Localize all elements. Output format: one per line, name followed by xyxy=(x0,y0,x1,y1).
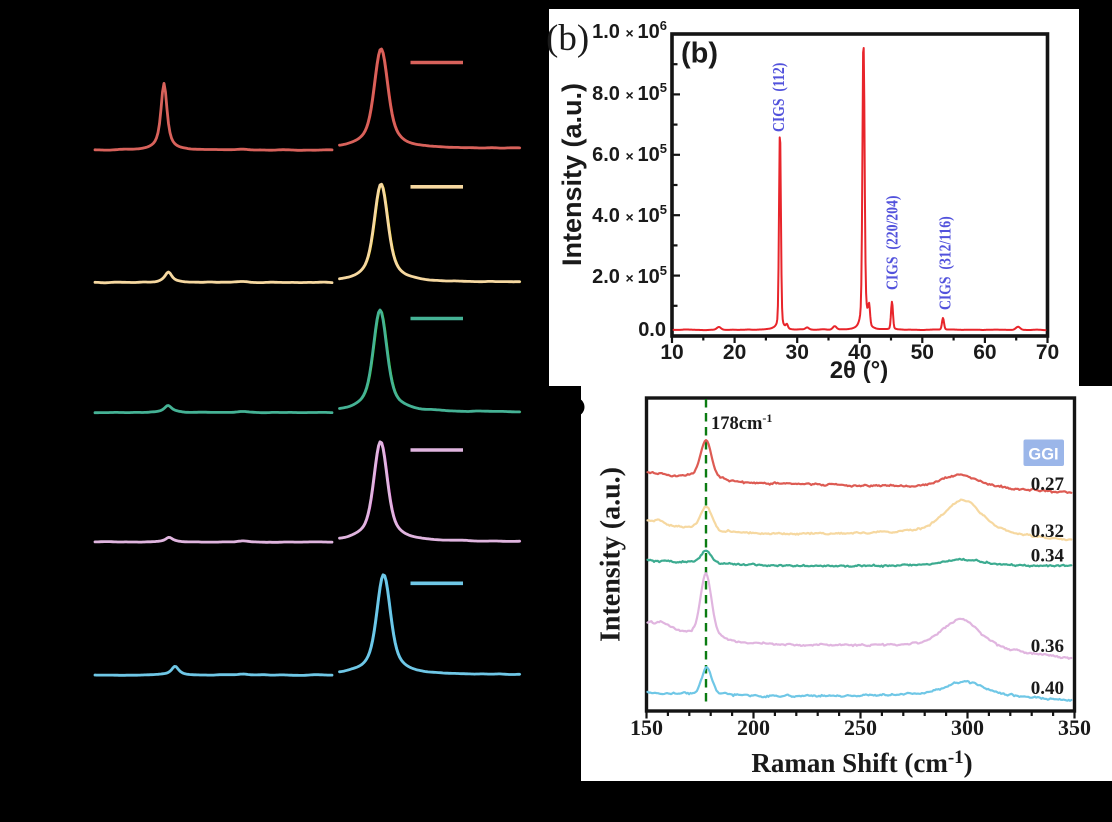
svg-text:40: 40 xyxy=(848,341,871,364)
svg-text:1.0 × 106: 1.0 × 106 xyxy=(592,18,667,43)
svg-text:CIGS (112): CIGS (112) xyxy=(770,63,788,132)
svg-text:0.0: 0.0 xyxy=(638,319,666,341)
svg-text:350: 350 xyxy=(1058,715,1091,740)
svg-text:178cm-1: 178cm-1 xyxy=(711,411,772,434)
svg-text:200: 200 xyxy=(737,715,770,740)
svg-text:(b): (b) xyxy=(546,18,589,59)
svg-text:2.0 × 105: 2.0 × 105 xyxy=(592,263,667,288)
svg-text:4.0 × 105: 4.0 × 105 xyxy=(592,202,667,227)
svg-text:300: 300 xyxy=(951,715,984,740)
svg-text:CIGS (312/116): CIGS (312/116) xyxy=(936,216,954,310)
svg-text:10: 10 xyxy=(660,341,683,364)
svg-text:CIGS (220/204): CIGS (220/204) xyxy=(883,196,901,290)
svg-text:Intensity (a.u.): Intensity (a.u.) xyxy=(557,83,587,266)
svg-text:0.27: 0.27 xyxy=(1031,474,1065,495)
svg-text:GGI: GGI xyxy=(1028,446,1058,464)
svg-text:30: 30 xyxy=(786,341,809,364)
svg-text:Intensity (a.u.): Intensity (a.u.) xyxy=(595,467,626,642)
svg-text:150: 150 xyxy=(630,715,663,740)
svg-text:20: 20 xyxy=(723,341,746,364)
svg-text:8.0 × 105: 8.0 × 105 xyxy=(592,80,667,105)
svg-text:50: 50 xyxy=(911,341,934,364)
svg-text:0.40: 0.40 xyxy=(1031,678,1064,699)
svg-text:0.32: 0.32 xyxy=(1031,521,1064,542)
svg-text:Raman Shift (cm-1): Raman Shift (cm-1) xyxy=(751,747,972,778)
svg-text:2θ (°): 2θ (°) xyxy=(830,357,889,384)
svg-text:70: 70 xyxy=(1036,341,1059,364)
svg-text:250: 250 xyxy=(844,715,877,740)
svg-text:(b): (b) xyxy=(681,38,718,70)
svg-text:6.0 × 105: 6.0 × 105 xyxy=(592,141,667,166)
svg-text:60: 60 xyxy=(973,341,996,364)
svg-text:0.36: 0.36 xyxy=(1031,636,1064,657)
svg-text:0.34: 0.34 xyxy=(1031,546,1065,567)
